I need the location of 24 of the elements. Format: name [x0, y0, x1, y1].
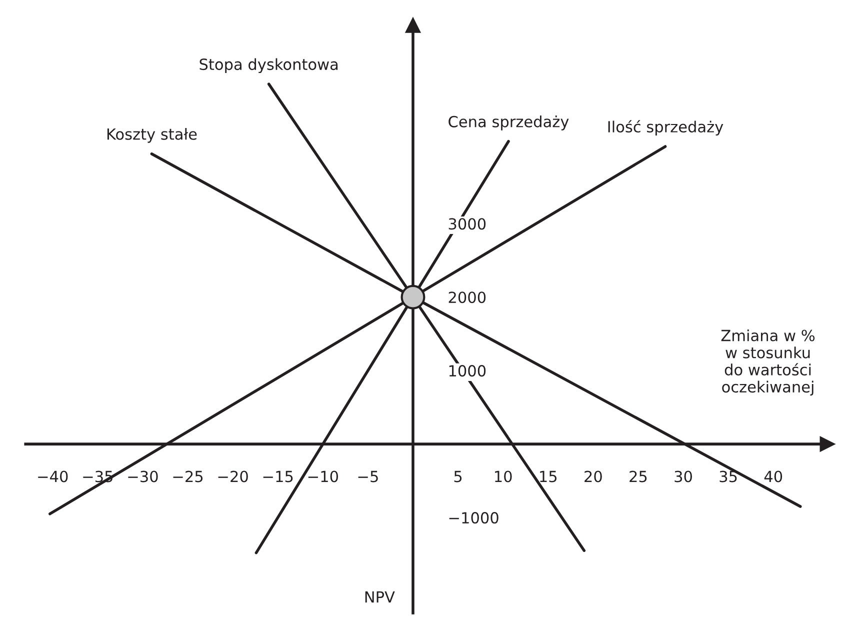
- series-label: Cena sprzedaży: [448, 116, 569, 130]
- x-tick-label: −15: [263, 470, 293, 482]
- x-tick-label: 15: [540, 470, 557, 482]
- x-tick-label: −30: [128, 470, 158, 482]
- x-tick-label: 10: [495, 470, 512, 482]
- x-tick-label: −10: [308, 470, 338, 482]
- x-tick-label: 30: [674, 470, 692, 482]
- x-axis-title: Zmiana w % w stosunku do wartości oczekiwanej: [721, 329, 815, 396]
- x-tick-label: 40: [764, 470, 782, 482]
- x-tick-label: 5: [454, 470, 462, 482]
- x-tick-label: −20: [218, 470, 248, 482]
- x-tick-label: 20: [584, 470, 602, 482]
- y-tick-label: −1000: [449, 512, 498, 524]
- x-tick-label: 25: [630, 470, 647, 482]
- series-label: Koszty stałe: [107, 128, 197, 143]
- x-tick-label: −5: [358, 470, 378, 482]
- x-tick-label: −25: [173, 470, 203, 482]
- y-tick-label: 2000: [448, 292, 486, 304]
- y-tick-label: 3000: [448, 218, 486, 230]
- y-axis-title: NPV: [365, 591, 395, 603]
- series-label: Stopa dyskontowa: [200, 58, 338, 74]
- x-tick-label: −40: [38, 470, 68, 482]
- y-tick-label: 1000: [449, 365, 486, 377]
- series-label: Ilość sprzedaży: [608, 120, 724, 136]
